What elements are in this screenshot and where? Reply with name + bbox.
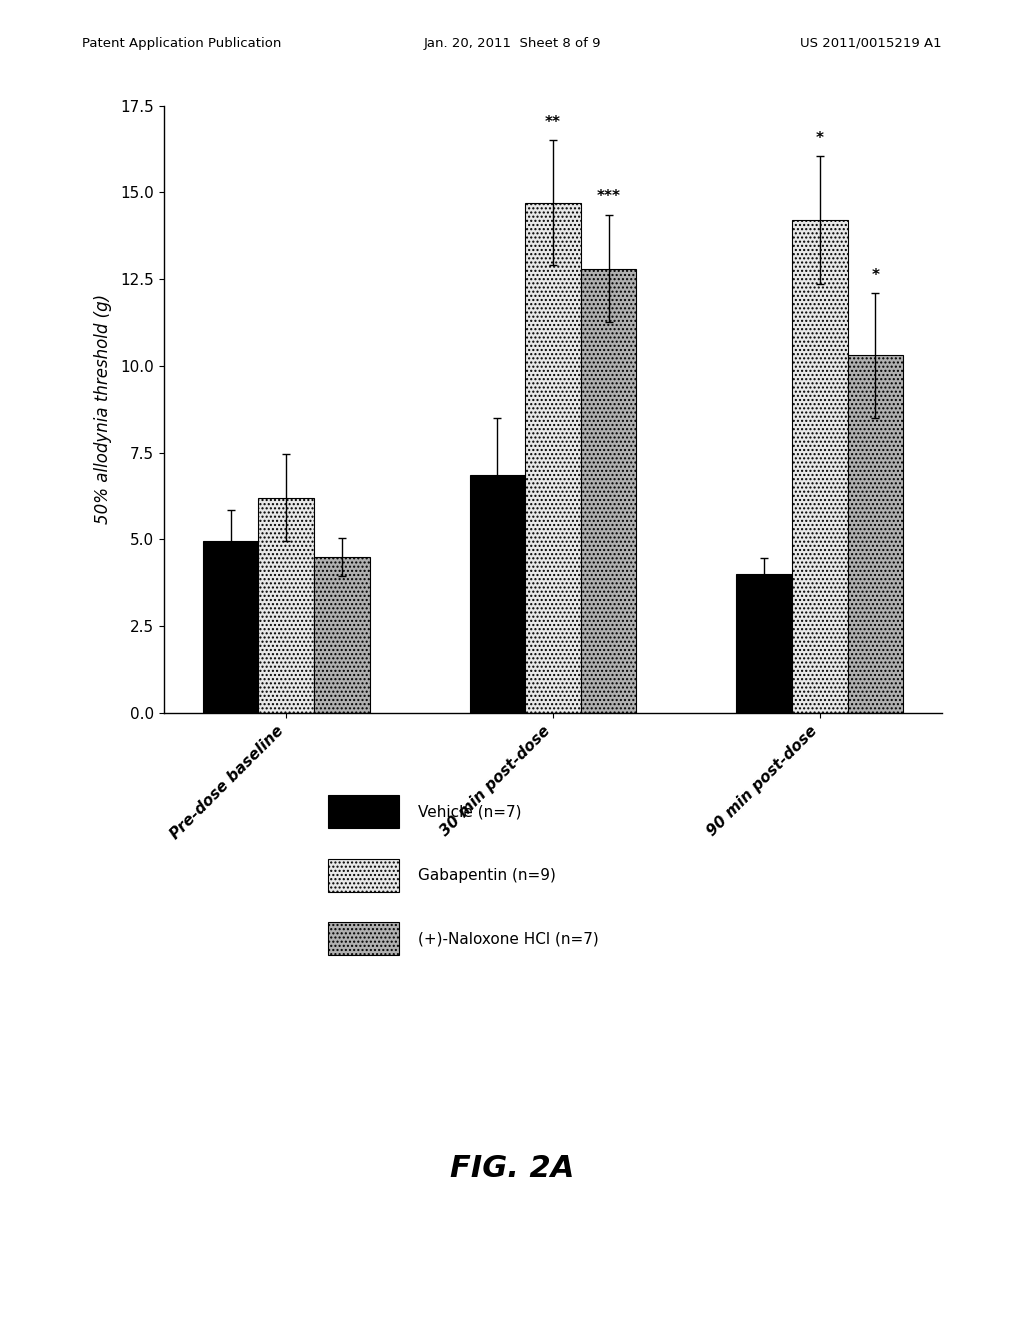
Text: Patent Application Publication: Patent Application Publication [82,37,282,50]
Bar [470,475,525,713]
Bar [736,574,792,713]
Bar [848,355,903,713]
Bar [792,220,848,713]
Y-axis label: 50% allodynia threshold (g): 50% allodynia threshold (g) [94,294,112,524]
Text: ***: *** [597,190,621,205]
Text: Jan. 20, 2011  Sheet 8 of 9: Jan. 20, 2011 Sheet 8 of 9 [423,37,601,50]
Bar [258,498,314,713]
Bar [581,269,636,713]
Text: *: * [816,131,823,145]
Text: FIG. 2A: FIG. 2A [450,1154,574,1183]
Text: *: * [871,268,880,282]
Text: Vehicle (n=7): Vehicle (n=7) [418,804,521,820]
Text: Gabapentin (n=9): Gabapentin (n=9) [418,867,556,883]
Text: US 2011/0015219 A1: US 2011/0015219 A1 [801,37,942,50]
Text: **: ** [545,115,561,129]
Text: (+)-Naloxone HCl (n=7): (+)-Naloxone HCl (n=7) [418,931,599,946]
Bar [314,557,370,713]
Bar [203,541,258,713]
Bar [525,203,581,713]
